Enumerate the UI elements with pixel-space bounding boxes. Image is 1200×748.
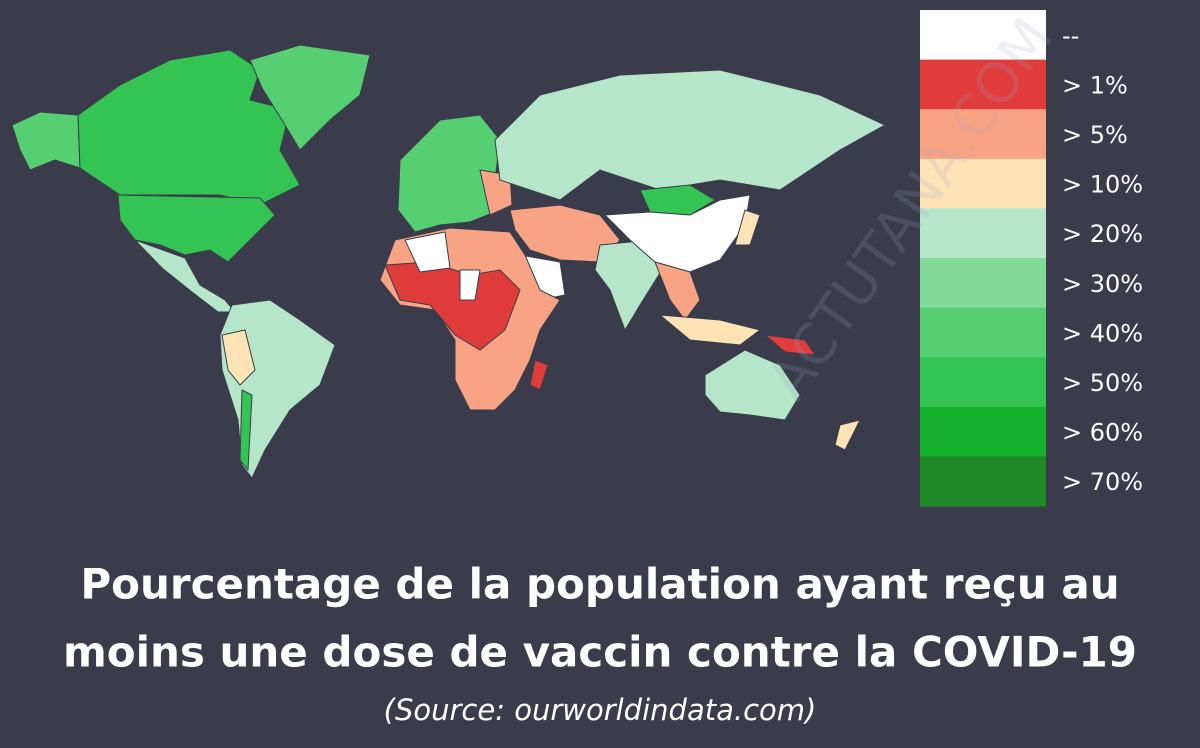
region [529,359,549,391]
world-map [11,44,887,479]
region [654,261,701,321]
legend-swatch [920,258,1046,309]
region [639,184,716,216]
legend-swatch [920,357,1046,408]
legend-swatch [920,208,1046,259]
region [658,314,762,346]
source: (Source: ourworldindata.com) [384,693,817,727]
legend: -- > 1% > 5% > 10% > 20% > 30% > 40% > 50% > 60%… [920,10,1143,507]
legend-swatch [920,307,1046,358]
region [763,334,817,356]
region [221,329,256,386]
legend-label: > 5% [1062,121,1128,149]
region [11,111,81,171]
legend-label: > 60% [1062,419,1143,447]
legend-swatch [920,456,1046,507]
legend-label: > 50% [1062,369,1143,397]
legend-label: > 1% [1062,71,1128,99]
region [494,69,887,201]
region [384,261,521,351]
title-line: Pourcentage de la population ayant reçu … [80,560,1119,609]
legend-label: > 70% [1062,468,1143,496]
region [249,44,371,151]
legend-swatch [920,158,1046,209]
legend-swatch [920,10,1046,61]
legend-swatch [920,406,1046,457]
legend-label: -- [1062,22,1079,50]
legend-label: > 30% [1062,270,1143,298]
region [834,419,861,451]
region [404,231,451,273]
title-line: moins une dose de vaccin contre la COVID… [63,628,1137,677]
legend-swatch [920,59,1046,110]
region [239,389,253,472]
region [704,349,801,421]
legend-label: > 40% [1062,319,1143,347]
legend-swatch [920,109,1046,160]
legend-label: > 10% [1062,171,1143,199]
region [459,269,481,301]
legend-label: > 20% [1062,220,1143,248]
region [117,194,276,263]
region [734,209,761,246]
